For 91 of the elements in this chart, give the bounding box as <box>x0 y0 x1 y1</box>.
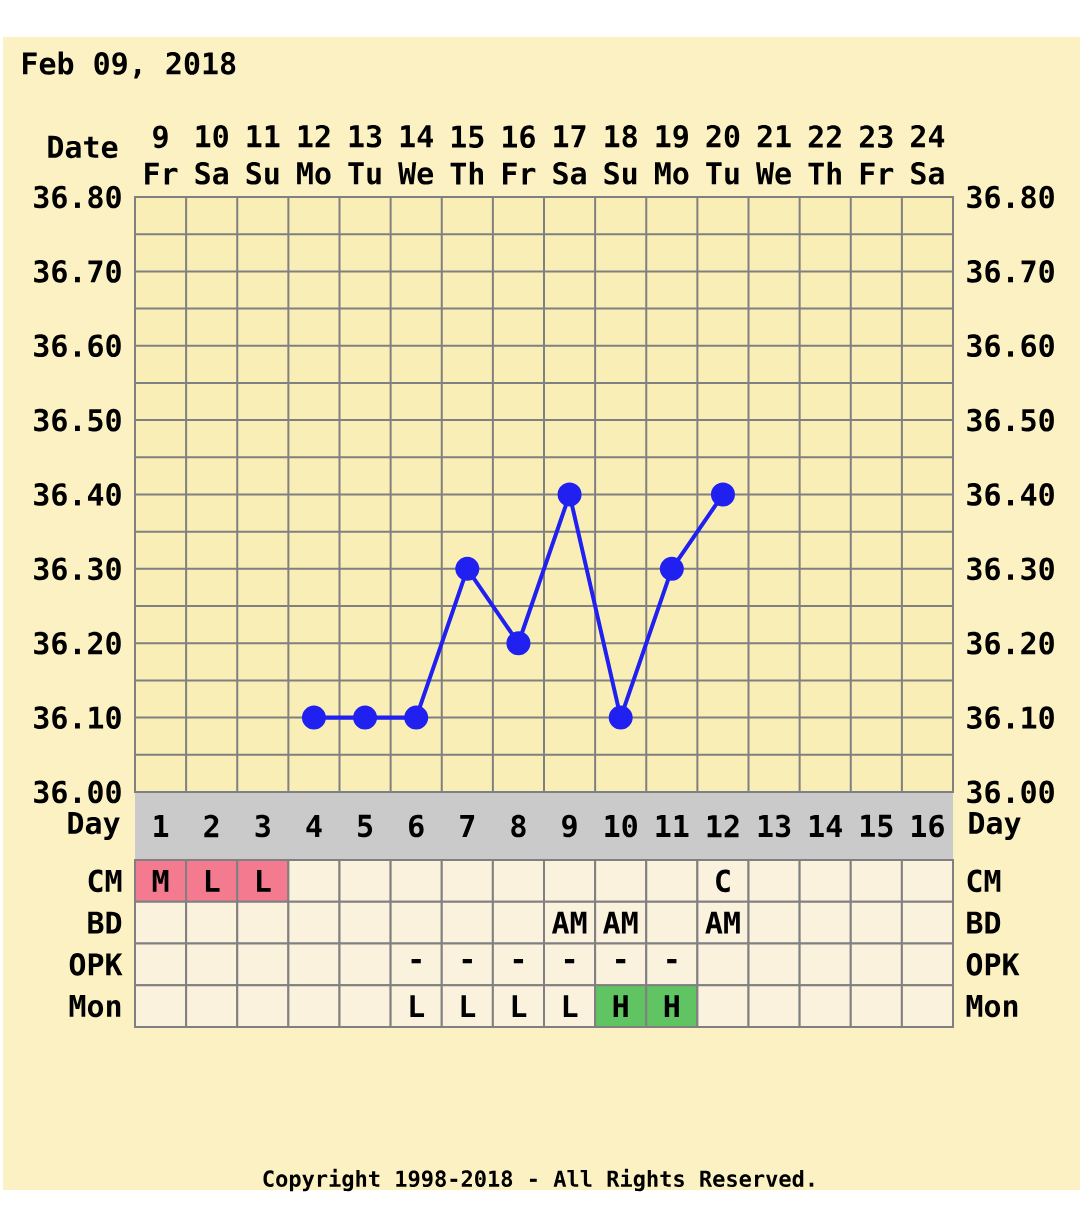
text: L <box>257 869 271 892</box>
text: M <box>152 869 169 892</box>
text: - <box>616 958 626 964</box>
y2-tick-label: OPK <box>966 953 1020 976</box>
y2-tick-label: 36.30 <box>967 557 1054 581</box>
x-tick-label: 1 <box>154 815 169 837</box>
point <box>301 705 326 730</box>
y-tick-label: 36.30 <box>34 557 121 581</box>
text: C <box>716 869 730 893</box>
y2-tick-label: 36.50 <box>967 408 1054 432</box>
text: H <box>613 995 628 1018</box>
x2-tick-label: 16 Fr <box>503 125 536 185</box>
x-tick-label: 8 <box>511 814 526 838</box>
y-tick-label: 36.40 <box>34 483 121 506</box>
y-tick-label: 36.70 <box>34 260 121 283</box>
y-tick-label: CM <box>88 869 122 893</box>
point <box>506 631 531 656</box>
y2-tick-label: 36.10 <box>967 706 1054 729</box>
text: - <box>513 958 524 964</box>
x2-tick-label: 18 Su <box>604 124 637 185</box>
x-tick-label: 3 <box>255 814 270 838</box>
text: Copyright 1998-2018 - All Rights Reserved. <box>263 1168 814 1192</box>
x-tick-label: 9 <box>562 814 577 838</box>
text: L <box>461 995 476 1018</box>
x2-tick-label: 12 Mo <box>297 124 331 185</box>
y-tick-label: 36.00 <box>34 780 121 804</box>
point <box>455 556 480 581</box>
x2-tick-label: 24 Sa <box>911 124 945 185</box>
chart-title: Feb 09, 2018 <box>23 51 236 79</box>
y-tick-label: Mon <box>69 994 121 1018</box>
x-tick-label: 11 <box>656 815 689 837</box>
text: L <box>410 995 425 1018</box>
x2-tick-label: 21 We <box>756 124 791 185</box>
y2-tick-label: 36.70 <box>967 260 1054 283</box>
point <box>404 705 429 730</box>
point <box>659 556 684 581</box>
text: L <box>563 995 578 1018</box>
x2-tick-label: 15 Th <box>450 125 484 185</box>
x-tick-label: 16 <box>912 814 944 838</box>
x2-tick-label: 19 Mo <box>655 125 689 185</box>
x-tick-label: 4 <box>306 815 322 837</box>
x2-tick-label: 20 Tu <box>706 124 740 185</box>
x-tick-label: 10 <box>605 814 637 838</box>
x-tick-label: 7 <box>460 815 475 837</box>
text: - <box>462 958 472 964</box>
x-tick-label: 6 <box>409 814 424 838</box>
y2-tick-label: 36.00 <box>967 780 1054 804</box>
point <box>353 705 378 730</box>
x-tick-label: 13 <box>758 814 791 838</box>
point <box>710 482 735 507</box>
x-tick-label: 2 <box>204 814 219 838</box>
y2-tick-label: CM <box>967 869 1001 893</box>
y-tick-label: 36.60 <box>34 334 121 358</box>
x2-tick-label: 10 Sa <box>195 124 228 185</box>
y-tick-label: 36.20 <box>34 631 121 655</box>
text: AM <box>603 911 638 934</box>
text: AM <box>551 911 587 934</box>
y-tick-label: 36.50 <box>34 408 121 432</box>
point <box>557 482 582 507</box>
x-tick-label: 5 <box>358 814 373 838</box>
x2-tick-label: 23 Fr <box>859 125 894 185</box>
x-tick-label: 12 <box>707 814 739 838</box>
text: L <box>205 869 220 892</box>
text: - <box>667 958 677 964</box>
y-tick-label: 36.10 <box>34 706 121 729</box>
text: AM <box>705 911 740 934</box>
y2-tick-label: 36.40 <box>967 483 1054 506</box>
y2-tick-label: 36.60 <box>967 334 1054 358</box>
text: Day <box>969 811 1021 841</box>
x-tick-label: 14 <box>809 815 842 837</box>
x2-tick-label: 14 We <box>398 125 434 185</box>
y2-tick-label: 36.80 <box>967 185 1054 209</box>
x-axis-title: Day <box>68 811 120 841</box>
y2-tick-label: BD <box>967 911 1001 934</box>
x2-tick-label: 22 Th <box>808 125 841 185</box>
x-tick-label: 15 <box>861 814 893 838</box>
x2-tick-label: 9 Fr <box>145 125 178 185</box>
y-tick-label: 36.80 <box>34 185 121 209</box>
x2-axis-title: Date <box>48 135 118 159</box>
text: - <box>411 958 421 964</box>
x2-tick-label: 13 Tu <box>348 124 382 185</box>
x2-tick-label: 11 Su <box>246 125 280 185</box>
y2-tick-label: 36.20 <box>967 631 1054 655</box>
text: - <box>564 958 575 964</box>
text: H <box>664 995 679 1018</box>
point <box>608 705 633 730</box>
y-tick-label: BD <box>88 911 122 934</box>
x2-tick-label: 17 Sa <box>553 125 586 185</box>
y-tick-label: OPK <box>69 953 123 976</box>
y2-tick-label: Mon <box>966 994 1018 1018</box>
text: L <box>512 995 527 1018</box>
